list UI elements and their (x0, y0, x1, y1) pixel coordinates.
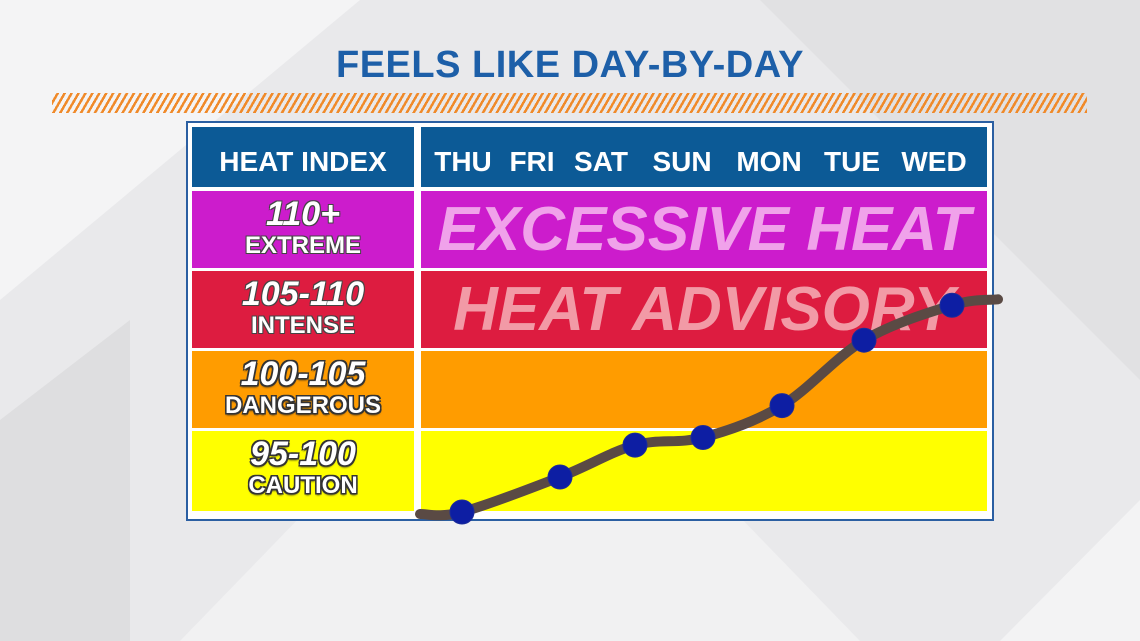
band-level-intense: INTENSE (250, 312, 355, 339)
band-label-extreme: 110+ EXTREME (192, 191, 414, 268)
day-label-tue: TUE (824, 146, 880, 177)
data-point-wed (939, 292, 965, 318)
band-label-caution: 95-100 CAUTION (192, 431, 414, 511)
data-point-sun (690, 425, 716, 450)
decorative-stripe (52, 93, 1087, 113)
chart-title: FEELS LIKE DAY-BY-DAY (335, 44, 805, 86)
data-point-sat (622, 432, 648, 458)
day-label-fri: FRI (509, 146, 555, 177)
band-row-extreme: EXCESSIVE HEAT (421, 191, 987, 268)
heat-index-table: HEAT INDEX THU FRI SAT SUN MON TUE WED 1… (186, 121, 994, 521)
heat-index-trend-line (415, 294, 1003, 521)
band-range-intense: 105-110 (241, 275, 365, 313)
band-level-caution: CAUTION (248, 472, 358, 499)
data-point-mon (769, 393, 795, 419)
data-point-thu (449, 499, 475, 525)
day-label-mon: MON (736, 146, 802, 177)
band-range-caution: 95-100 (250, 435, 356, 473)
band-label-intense: 105-110 INTENSE (192, 271, 414, 348)
heat-index-header: HEAT INDEX (192, 127, 414, 187)
band-range-dangerous: 100-105 (240, 355, 366, 393)
band-label-dangerous: 100-105 DANGEROUS (192, 351, 414, 428)
data-point-tue (851, 327, 877, 353)
band-level-dangerous: DANGEROUS (224, 392, 381, 419)
heat-index-header-label: HEAT INDEX (219, 146, 387, 177)
band-row-dangerous (421, 351, 987, 428)
band-level-extreme: EXTREME (244, 232, 361, 259)
excessive-heat-banner: EXCESSIVE HEAT (437, 195, 971, 264)
band-row-intense: HEAT ADVISORY (421, 271, 987, 348)
days-header: THU FRI SAT SUN MON TUE WED (421, 127, 987, 187)
band-range-extreme: 110+ (265, 195, 341, 233)
day-label-thu: THU (434, 146, 492, 177)
data-point-fri (547, 464, 573, 490)
day-label-sun: SUN (652, 146, 712, 177)
day-label-sat: SAT (574, 146, 628, 177)
day-label-wed: WED (901, 146, 967, 177)
